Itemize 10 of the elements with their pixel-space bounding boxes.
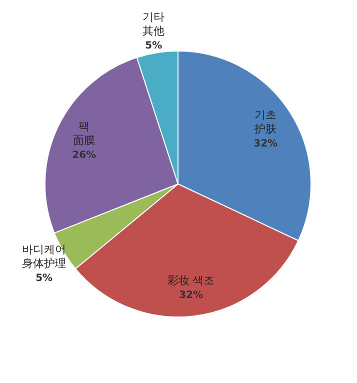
slice-label: 팩 面膜 (73, 120, 96, 147)
data-label: 5% (145, 40, 162, 52)
data-label: 5% (36, 273, 53, 284)
data-label: 26% (72, 150, 96, 161)
data-label: 32% (254, 138, 278, 150)
slice-label: 기타 其他 (142, 10, 165, 38)
slice-label: 기초 护肤 (254, 108, 277, 136)
data-label: 32% (179, 290, 203, 301)
slice-label: 바디케어 身体护理 (22, 243, 66, 270)
slice-label: 彩妆 색조 (167, 274, 215, 287)
